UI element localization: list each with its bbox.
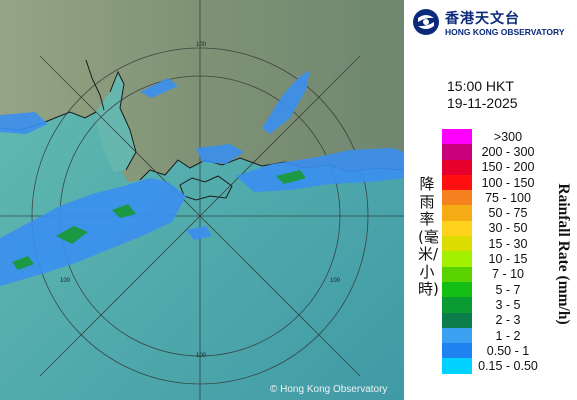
- radar-time: 15:00 HKT: [447, 78, 514, 94]
- legend-swatch: [442, 205, 472, 220]
- legend-row: 50 - 75: [442, 205, 544, 220]
- hko-logo-icon: [412, 8, 440, 36]
- legend-label: 2 - 3: [472, 313, 544, 327]
- legend-label: 1 - 2: [472, 329, 544, 343]
- legend-label: >300: [472, 130, 544, 144]
- legend-row: 10 - 15: [442, 251, 544, 266]
- legend-row: 0.15 - 0.50: [442, 358, 544, 373]
- legend-label: 3 - 5: [472, 298, 544, 312]
- legend-row: 30 - 50: [442, 221, 544, 236]
- range-label-south: 100: [196, 353, 207, 359]
- legend-swatch: [442, 175, 472, 190]
- legend-label: 200 - 300: [472, 145, 544, 159]
- legend-label: 75 - 100: [472, 191, 544, 205]
- legend-swatch: [442, 343, 472, 358]
- legend-panel: 香港天文台 HONG KONG OBSERVATORY 15:00 HKT 19…: [404, 0, 577, 400]
- legend-row: 15 - 30: [442, 236, 544, 251]
- legend-row: 200 - 300: [442, 144, 544, 159]
- legend-label: 5 - 7: [472, 283, 544, 297]
- legend-row: 75 - 100: [442, 190, 544, 205]
- legend-swatch: [442, 358, 472, 373]
- legend-label: 7 - 10: [472, 267, 544, 281]
- legend-swatch: [442, 328, 472, 343]
- legend-label: 50 - 75: [472, 206, 544, 220]
- radar-date: 19-11-2025: [447, 95, 518, 111]
- radar-map[interactable]: 100 100 100 100 © Hong Kong Observatory: [0, 0, 404, 400]
- legend-label: 0.15 - 0.50: [472, 359, 544, 373]
- legend-swatch: [442, 160, 472, 175]
- legend-label: 10 - 15: [472, 252, 544, 266]
- logo-name-zh: 香港天文台: [445, 8, 520, 28]
- legend-swatch: [442, 236, 472, 251]
- legend-swatch: [442, 267, 472, 282]
- legend-title-zh: 降雨率(毫米/小時): [418, 176, 436, 299]
- legend-row: 2 - 3: [442, 313, 544, 328]
- legend-row: 1 - 2: [442, 328, 544, 343]
- legend-label: 150 - 200: [472, 160, 544, 174]
- legend-swatch: [442, 221, 472, 236]
- legend-label: 100 - 150: [472, 176, 544, 190]
- legend-label: 15 - 30: [472, 237, 544, 251]
- legend-swatch: [442, 313, 472, 328]
- legend-swatch: [442, 282, 472, 297]
- rainfall-legend: >300 200 - 300 150 - 200 100 - 150 75 - 100 5…: [442, 129, 544, 374]
- legend-swatch: [442, 297, 472, 312]
- legend-label: 30 - 50: [472, 221, 544, 235]
- legend-row: 0.50 - 1: [442, 343, 544, 358]
- legend-row: 7 - 10: [442, 267, 544, 282]
- legend-swatch: [442, 190, 472, 205]
- range-label-east: 100: [330, 278, 341, 284]
- radar-map-image: 100 100 100 100: [0, 0, 404, 400]
- legend-label: 0.50 - 1: [472, 344, 544, 358]
- range-label-west: 100: [60, 278, 71, 284]
- legend-swatch: [442, 251, 472, 266]
- legend-title-en: Rainfall Rate (mm/h): [554, 183, 572, 324]
- range-label-north: 100: [196, 42, 207, 48]
- hko-logo[interactable]: 香港天文台 HONG KONG OBSERVATORY: [410, 6, 575, 40]
- legend-row: 100 - 150: [442, 175, 544, 190]
- copyright-notice: © Hong Kong Observatory: [270, 384, 387, 395]
- logo-name-en: HONG KONG OBSERVATORY: [445, 27, 565, 37]
- legend-swatch: [442, 129, 472, 144]
- legend-row: 5 - 7: [442, 282, 544, 297]
- legend-row: 150 - 200: [442, 160, 544, 175]
- legend-swatch: [442, 144, 472, 159]
- legend-row: >300: [442, 129, 544, 144]
- legend-row: 3 - 5: [442, 297, 544, 312]
